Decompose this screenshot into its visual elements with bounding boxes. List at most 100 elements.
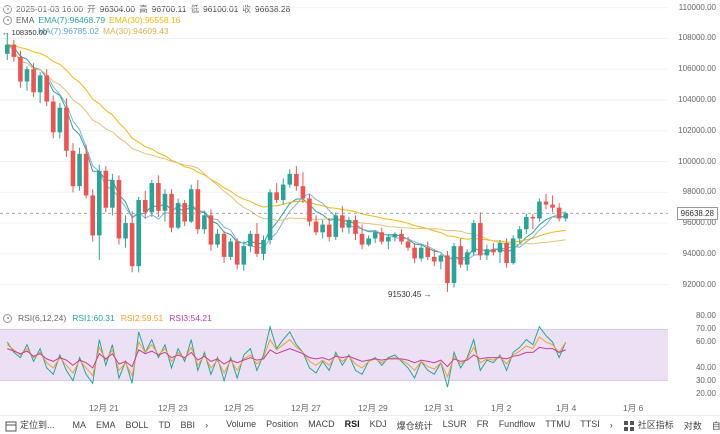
- candle-body[interactable]: [353, 220, 358, 234]
- candle-body[interactable]: [478, 223, 483, 256]
- candle-body[interactable]: [129, 223, 135, 267]
- candle-body[interactable]: [399, 233, 404, 242]
- candle-body[interactable]: [234, 241, 240, 265]
- more-button[interactable]: ›: [609, 420, 613, 430]
- candle-body[interactable]: [215, 233, 220, 245]
- candle-body[interactable]: [11, 44, 17, 57]
- candle-body[interactable]: [208, 215, 214, 245]
- candle-body[interactable]: [392, 233, 398, 237]
- candle-body[interactable]: [90, 195, 95, 236]
- candle-body[interactable]: [445, 255, 450, 284]
- candle-body[interactable]: [175, 203, 181, 228]
- candle-body[interactable]: [261, 240, 266, 254]
- candle-body[interactable]: [333, 215, 339, 237]
- ma-legend[interactable]: MA(7):96785.02 MA(30):94609.43: [38, 26, 169, 36]
- candle-body[interactable]: [405, 241, 411, 248]
- candle-body[interactable]: [313, 221, 319, 233]
- indicator-td[interactable]: TD: [158, 420, 171, 430]
- candle-body[interactable]: [425, 247, 431, 257]
- candle-body[interactable]: [50, 101, 56, 133]
- candle-body[interactable]: [248, 233, 253, 247]
- candle-body[interactable]: [18, 56, 23, 82]
- candle-body[interactable]: [346, 220, 352, 228]
- community-indicators-button[interactable]: 社区指标: [618, 418, 679, 432]
- sub-indicator-0[interactable]: Volume: [226, 418, 257, 429]
- candle-body[interactable]: [386, 236, 391, 242]
- candle-body[interactable]: [300, 186, 306, 199]
- candle-body[interactable]: [550, 204, 555, 208]
- candle-body[interactable]: [294, 173, 299, 187]
- candle-body[interactable]: [543, 201, 549, 205]
- indicator-bbi[interactable]: BBI: [180, 420, 196, 430]
- candle-body[interactable]: [537, 201, 542, 219]
- sub-indicator-2[interactable]: MACD: [308, 418, 335, 429]
- candle-body[interactable]: [44, 75, 50, 102]
- candle-body[interactable]: [523, 216, 529, 230]
- sub-indicator-7[interactable]: FR: [476, 418, 489, 429]
- indicator-ema[interactable]: EMA: [96, 420, 116, 430]
- eye-icon[interactable]: [3, 15, 12, 25]
- ema-legend[interactable]: EMA EMA(7):96468.79 EMA(30):95558.16: [3, 15, 180, 25]
- rsi-legend[interactable]: RSI(6,12,24) RSI1:60.31 RSI2:59.51 RSI3:…: [3, 313, 212, 323]
- candle-body[interactable]: [202, 215, 207, 230]
- candle-body[interactable]: [471, 223, 477, 253]
- candle-body[interactable]: [359, 233, 365, 245]
- candle-body[interactable]: [123, 223, 128, 239]
- candle-body[interactable]: [110, 180, 115, 208]
- candle-body[interactable]: [103, 170, 109, 208]
- candle-body[interactable]: [366, 238, 371, 245]
- candle-body[interactable]: [254, 233, 260, 254]
- candle-body[interactable]: [77, 153, 82, 187]
- candle-body[interactable]: [372, 232, 378, 239]
- indicator-ma[interactable]: MA: [72, 420, 87, 430]
- candle-body[interactable]: [497, 243, 503, 253]
- sub-indicator-1[interactable]: Position: [266, 418, 299, 429]
- candle-body[interactable]: [274, 192, 279, 200]
- candle-body[interactable]: [96, 170, 102, 236]
- candle-body[interactable]: [57, 107, 63, 133]
- sub-indicator-4[interactable]: KDJ: [369, 418, 387, 429]
- candlestick-chart[interactable]: [0, 0, 720, 300]
- log-scale-toggle[interactable]: 对数: [683, 420, 702, 431]
- candle-body[interactable]: [228, 241, 233, 257]
- candle-body[interactable]: [37, 75, 43, 93]
- candle-body[interactable]: [241, 246, 247, 265]
- candle-body[interactable]: [136, 200, 141, 267]
- candle-body[interactable]: [491, 249, 496, 253]
- candle-body[interactable]: [70, 150, 76, 187]
- indicator-boll[interactable]: BOLL: [125, 420, 149, 430]
- candle-body[interactable]: [188, 189, 194, 222]
- candle-body[interactable]: [510, 238, 516, 264]
- candle-body[interactable]: [116, 180, 122, 239]
- auto-scale-toggle[interactable]: 自动: [711, 420, 720, 431]
- sub-indicator-9[interactable]: TTMU: [545, 418, 571, 429]
- candle-body[interactable]: [504, 243, 509, 264]
- candle-body[interactable]: [340, 215, 345, 228]
- candle-body[interactable]: [182, 203, 187, 222]
- candle-body[interactable]: [149, 183, 155, 213]
- candle-body[interactable]: [530, 216, 536, 219]
- candle-body[interactable]: [83, 153, 89, 196]
- candle-body[interactable]: [517, 229, 523, 239]
- candle-body[interactable]: [484, 249, 490, 256]
- candle-body[interactable]: [458, 246, 463, 265]
- sub-indicator-6[interactable]: LSUR: [442, 418, 467, 429]
- candle-body[interactable]: [31, 69, 36, 93]
- rsi-chart[interactable]: [0, 310, 720, 400]
- candle-body[interactable]: [326, 224, 332, 237]
- candle-body[interactable]: [287, 173, 293, 185]
- candle-body[interactable]: [4, 44, 10, 54]
- candle-body[interactable]: [438, 255, 444, 262]
- candle-body[interactable]: [280, 184, 286, 200]
- eye-icon[interactable]: [3, 313, 12, 323]
- candle-body[interactable]: [162, 193, 168, 211]
- candle-body[interactable]: [221, 233, 227, 257]
- candle-body[interactable]: [156, 183, 161, 211]
- sub-indicator-3[interactable]: RSI: [344, 418, 360, 429]
- candle-body[interactable]: [563, 213, 569, 219]
- candle-body[interactable]: [412, 247, 417, 259]
- sub-indicator-5[interactable]: 爆仓统计: [396, 420, 433, 431]
- candle-body[interactable]: [432, 256, 437, 262]
- candle-body[interactable]: [451, 246, 457, 284]
- candle-body[interactable]: [320, 224, 325, 233]
